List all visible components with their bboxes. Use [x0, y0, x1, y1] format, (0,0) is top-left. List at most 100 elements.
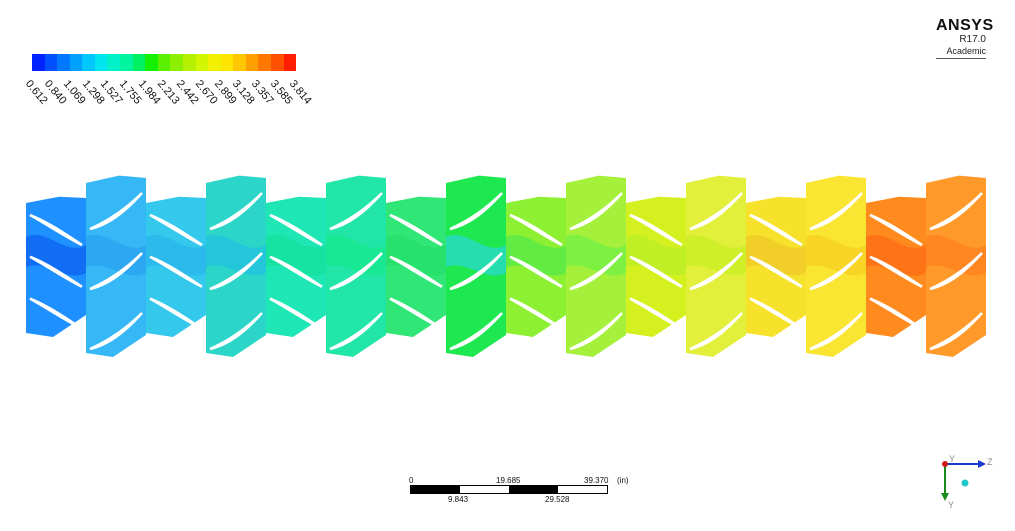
blade-cutout	[629, 255, 683, 288]
blade-cutout	[329, 312, 383, 351]
triad-origin	[942, 461, 948, 467]
scale-label-19685: 19.685	[496, 476, 521, 485]
blade-row-panel	[566, 175, 626, 357]
scale-label-0: 0	[409, 476, 414, 485]
blade-cutout	[449, 252, 503, 291]
legend-swatch	[258, 54, 271, 71]
legend-swatch	[157, 54, 171, 71]
color-legend-bar	[32, 54, 297, 71]
blade-cutout	[89, 192, 143, 231]
axis-triad-arrows	[941, 460, 986, 501]
blade-row-panel	[86, 175, 146, 357]
y-axis-arrowhead	[941, 493, 949, 501]
legend-swatch	[220, 54, 234, 71]
blade-cutout	[809, 252, 863, 291]
legend-swatch	[120, 54, 133, 71]
blade-row-panel	[866, 196, 926, 337]
legend-swatch	[195, 54, 209, 71]
legend-swatch	[283, 54, 297, 71]
blade-cutout	[869, 255, 923, 288]
blade-cutout	[569, 312, 623, 351]
blade-cutout	[869, 213, 923, 247]
legend-swatch	[107, 54, 121, 71]
blade-cutout	[689, 252, 743, 291]
blade-cutout	[509, 297, 563, 330]
blade-cutout	[389, 297, 443, 330]
scale-bar-segments	[410, 485, 608, 494]
legend-swatch	[208, 54, 221, 71]
logo-edition: Academic	[936, 46, 986, 59]
scale-label-9843: 9.843	[448, 495, 469, 504]
legend-swatch	[57, 54, 70, 71]
blade-cutout	[569, 192, 623, 231]
blade-cutout	[929, 252, 983, 291]
blade-cutout	[629, 297, 683, 330]
legend-swatch	[245, 54, 259, 71]
axis-triad[interactable]: Y Z Y	[934, 452, 994, 512]
blade-row-panel	[686, 175, 746, 357]
blade-row-panel	[386, 196, 446, 337]
legend-swatch	[182, 54, 196, 71]
blade-cutout	[269, 297, 323, 330]
blade-row-panel	[806, 175, 866, 357]
contour-band	[386, 234, 446, 276]
legend-swatch	[44, 54, 58, 71]
blade-cutout	[209, 312, 263, 351]
blade-row-panel	[926, 175, 986, 357]
legend-swatch	[170, 54, 183, 71]
blade-cutout	[89, 252, 143, 291]
blade-cutout	[509, 255, 563, 288]
blade-cutout	[749, 213, 803, 247]
blade-cutout	[329, 192, 383, 231]
blade-row-panel	[26, 196, 86, 337]
blade-cutout	[29, 213, 83, 247]
blade-row-panel	[266, 196, 326, 337]
blade-cutout	[809, 312, 863, 351]
blade-cutout	[389, 255, 443, 288]
legend-swatch	[132, 54, 146, 71]
blade-cutout	[569, 252, 623, 291]
logo-version: R17.0	[959, 34, 986, 45]
blade-cutout	[269, 213, 323, 247]
blade-cutout	[389, 213, 443, 247]
blade-cutout	[929, 312, 983, 351]
legend-swatch	[270, 54, 284, 71]
blade-cutout	[929, 192, 983, 231]
blade-row-panel	[206, 175, 266, 357]
legend-swatch	[32, 54, 45, 71]
triad-z-label: Z	[987, 457, 993, 467]
blade-cutout	[89, 312, 143, 351]
blade-cutout	[269, 255, 323, 288]
legend-swatch	[145, 54, 158, 71]
triad-view-dot	[961, 479, 969, 487]
blade-cutout	[449, 192, 503, 231]
blade-cutout	[689, 192, 743, 231]
blade-cutout	[209, 192, 263, 231]
scale-bar: 0 19.685 39.370 (in) 9.843 29.528	[409, 474, 629, 504]
triad-y-label: Y	[948, 500, 955, 510]
blade-cutout	[329, 252, 383, 291]
blade-cutout	[149, 255, 203, 288]
blade-cutout	[749, 255, 803, 288]
contour-band	[146, 234, 206, 276]
contour-band	[626, 234, 686, 276]
scale-label-39370: 39.370	[584, 476, 609, 485]
scale-unit: (in)	[617, 476, 629, 485]
blade-cutout	[29, 255, 83, 288]
triad-y-label-top: Y	[949, 454, 956, 464]
blade-cutout	[749, 297, 803, 330]
blade-cutout	[509, 213, 563, 247]
legend-swatch	[69, 54, 83, 71]
blade-cutout	[809, 192, 863, 231]
blade-row-panel	[446, 175, 506, 357]
blade-row-panel	[326, 175, 386, 357]
scale-label-29528: 29.528	[545, 495, 570, 504]
blade-row-panel	[146, 196, 206, 337]
blade-row-panel	[746, 196, 806, 337]
z-axis-arrowhead	[978, 460, 986, 468]
blade-cutout	[869, 297, 923, 330]
blade-cutout	[149, 297, 203, 330]
blade-cutout	[449, 312, 503, 351]
blade-row-panel	[626, 196, 686, 337]
